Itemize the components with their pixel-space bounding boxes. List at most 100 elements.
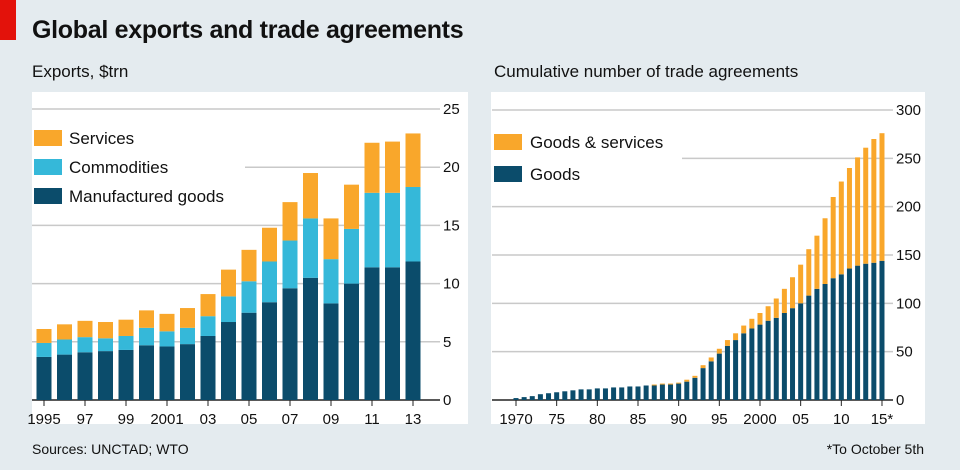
bar-goods-2015 — [879, 260, 885, 400]
y-tick-label: 0 — [443, 392, 451, 409]
y-tick-label: 250 — [896, 150, 921, 167]
bar-manufactured-goods-2009 — [323, 303, 339, 400]
bar-services-1999 — [118, 319, 134, 336]
bar-goods-2013 — [863, 263, 869, 400]
bar-services-2013 — [405, 133, 421, 187]
legend-swatch — [34, 188, 62, 204]
y-tick-label: 150 — [896, 247, 921, 264]
bar-goods-services-1987 — [651, 384, 657, 386]
bar-commodities-2004 — [221, 296, 236, 323]
bar-goods-1997 — [733, 340, 739, 400]
bar-goods-1977 — [570, 390, 576, 400]
bar-services-1996 — [57, 324, 72, 340]
bar-goods-services-2001 — [765, 306, 771, 321]
x-tick-label: 2000 — [743, 411, 776, 428]
bar-goods-1985 — [635, 386, 641, 400]
bar-commodities-2010 — [344, 228, 359, 284]
bar-goods-services-1996 — [724, 340, 730, 346]
bar-services-2008 — [303, 173, 318, 219]
bar-commodities-1996 — [57, 339, 72, 355]
bar-commodities-2012 — [385, 192, 400, 268]
bar-goods-services-2003 — [781, 288, 787, 313]
bar-manufactured-goods-2011 — [364, 267, 380, 400]
bar-services-2004 — [221, 269, 236, 297]
bar-goods-services-1991 — [684, 379, 690, 382]
bar-goods-services-2000 — [757, 313, 763, 325]
bar-services-1998 — [98, 322, 113, 339]
bar-commodities-2002 — [180, 327, 195, 345]
bar-goods-services-2005 — [798, 264, 804, 304]
x-tick-label: 1995 — [27, 411, 60, 428]
bar-goods-1987 — [651, 385, 657, 400]
bar-goods-services-1995 — [716, 348, 722, 354]
bar-goods-2004 — [790, 308, 796, 400]
bar-commodities-2005 — [241, 281, 257, 313]
bar-commodities-1997 — [77, 337, 93, 353]
bar-goods-2012 — [855, 265, 861, 400]
legend-label: Goods — [530, 165, 580, 184]
bar-goods-2001 — [765, 320, 771, 400]
bar-goods-1972 — [529, 396, 535, 400]
bar-services-2010 — [344, 184, 359, 229]
bar-goods-services-2010 — [838, 181, 844, 275]
chart-title-agreements: Cumulative number of trade agreements — [494, 62, 799, 81]
bar-goods-services-2006 — [806, 249, 812, 296]
bar-goods-1983 — [619, 387, 625, 400]
bar-commodities-2003 — [200, 316, 216, 336]
x-tick-label: 99 — [118, 411, 135, 428]
bar-goods-1990 — [676, 383, 682, 400]
y-tick-label: 15 — [443, 217, 460, 234]
bar-services-2009 — [323, 218, 339, 260]
bar-services-2005 — [241, 249, 257, 282]
bar-goods-1984 — [627, 386, 633, 400]
bar-services-2006 — [262, 227, 277, 262]
y-tick-label: 300 — [896, 102, 921, 119]
brand-tag — [0, 0, 16, 40]
bar-manufactured-goods-2006 — [262, 302, 277, 400]
x-tick-label: 11 — [364, 411, 380, 428]
bar-goods-2006 — [806, 295, 812, 400]
x-tick-label: 05 — [241, 411, 258, 428]
bar-manufactured-goods-2002 — [180, 344, 195, 400]
legend-label: Services — [69, 129, 134, 148]
y-tick-label: 100 — [896, 295, 921, 312]
bar-goods-services-1997 — [733, 333, 739, 341]
x-tick-label: 15* — [871, 411, 894, 428]
bar-goods-services-2011 — [846, 168, 852, 269]
legend-label: Commodities — [69, 158, 168, 177]
bar-commodities-2007 — [282, 240, 298, 289]
bar-goods-2007 — [814, 288, 820, 400]
x-tick-label: 03 — [200, 411, 217, 428]
bar-commodities-2011 — [364, 192, 380, 268]
bar-commodities-2008 — [303, 218, 318, 278]
x-tick-label: 80 — [589, 411, 606, 428]
x-tick-label: 05 — [792, 411, 809, 428]
bar-goods-1971 — [521, 397, 527, 400]
source-note: Sources: UNCTAD; WTO — [32, 441, 189, 457]
bar-goods-services-1998 — [741, 325, 747, 334]
bar-goods-services-1992 — [692, 375, 698, 378]
bar-commodities-2009 — [323, 259, 339, 304]
bar-goods-1998 — [741, 333, 747, 400]
bar-goods-services-1993 — [700, 365, 706, 369]
bar-manufactured-goods-1996 — [57, 354, 72, 400]
legend-swatch — [34, 159, 62, 175]
bar-goods-services-2009 — [830, 197, 836, 279]
bar-goods-2003 — [781, 313, 787, 400]
bar-goods-2005 — [798, 303, 804, 400]
bar-commodities-2013 — [405, 186, 421, 262]
bar-goods-2009 — [830, 278, 836, 400]
bar-services-2000 — [139, 310, 154, 328]
bar-manufactured-goods-1995 — [36, 356, 52, 400]
bar-goods-1993 — [700, 368, 706, 400]
y-tick-label: 50 — [896, 344, 913, 361]
y-tick-label: 25 — [443, 101, 460, 118]
x-tick-label: 90 — [670, 411, 687, 428]
y-tick-label: 5 — [443, 334, 451, 351]
bar-goods-2000 — [757, 324, 763, 400]
bar-goods-services-1994 — [708, 357, 714, 362]
bar-goods-1980 — [594, 388, 600, 400]
bar-commodities-2000 — [139, 327, 154, 346]
legend-label: Goods & services — [530, 133, 663, 152]
